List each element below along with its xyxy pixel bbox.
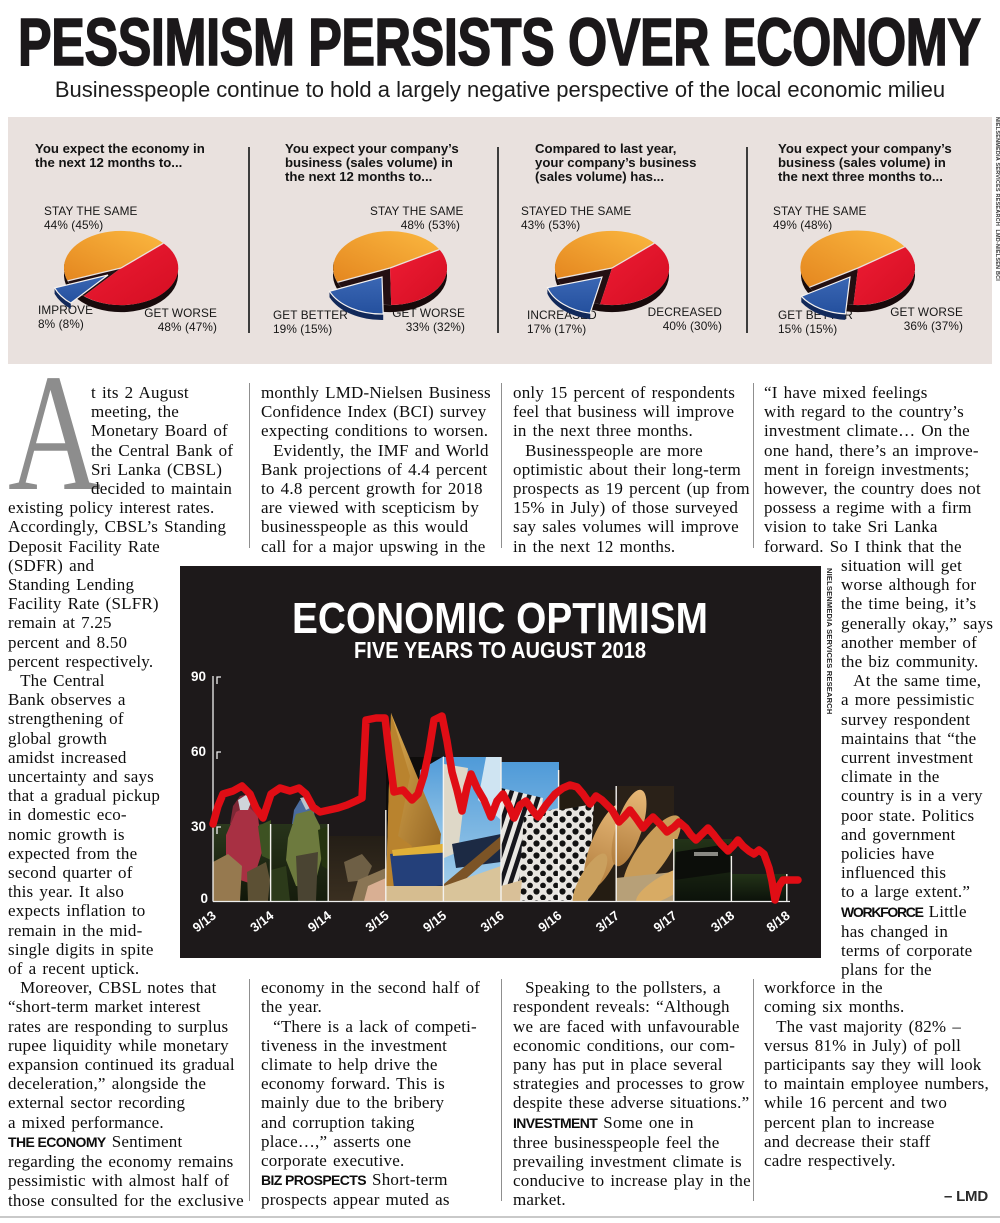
svg-text:8/18: 8/18	[763, 908, 792, 935]
svg-text:3/14: 3/14	[247, 907, 277, 935]
svg-text:9/14: 9/14	[305, 907, 335, 935]
svg-text:3/17: 3/17	[593, 908, 622, 935]
svg-text:9/17: 9/17	[650, 908, 679, 935]
svg-text:30: 30	[191, 819, 206, 834]
svg-text:9/15: 9/15	[420, 908, 449, 935]
svg-text:9/13: 9/13	[190, 908, 219, 935]
svg-text:90: 90	[191, 669, 206, 684]
svg-text:60: 60	[191, 744, 206, 759]
svg-text:3/15: 3/15	[362, 908, 391, 935]
svg-text:FIVE YEARS TO AUGUST 2018: FIVE YEARS TO AUGUST 2018	[354, 637, 646, 663]
svg-text:3/18: 3/18	[708, 908, 737, 935]
svg-text:9/16: 9/16	[535, 908, 564, 935]
svg-text:ECONOMIC OPTIMISM: ECONOMIC OPTIMISM	[292, 595, 708, 643]
svg-text:3/16: 3/16	[478, 908, 507, 935]
svg-text:0: 0	[200, 891, 208, 906]
